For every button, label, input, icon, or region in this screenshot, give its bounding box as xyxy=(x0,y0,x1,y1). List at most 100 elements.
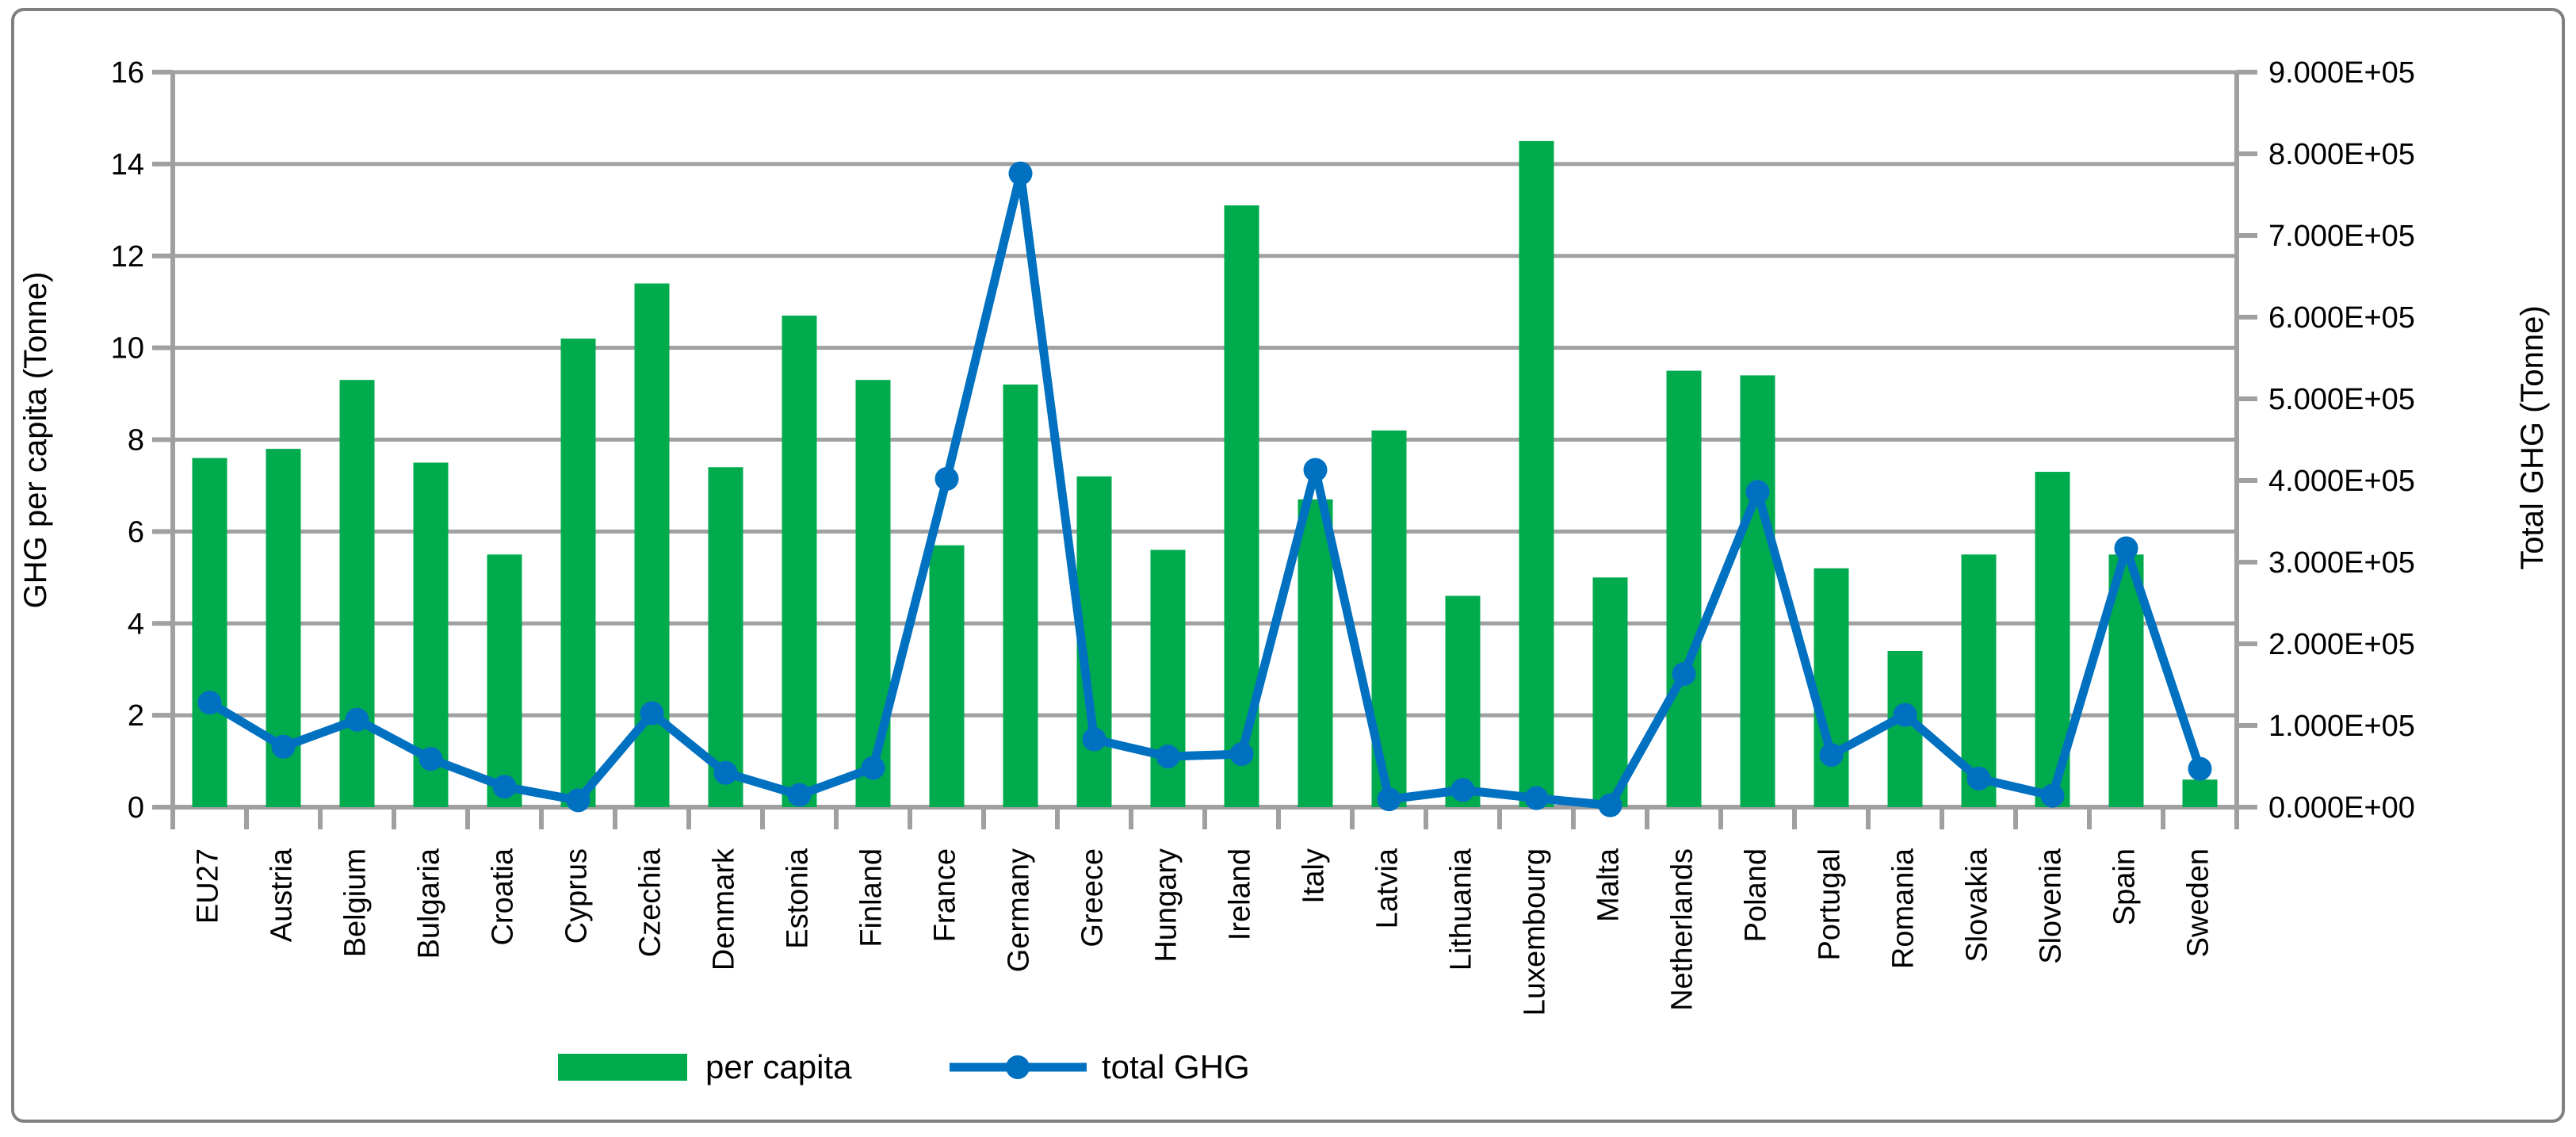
marker-Portugal xyxy=(1819,743,1844,768)
bar-Finland xyxy=(855,380,891,807)
bar-Netherlands xyxy=(1666,370,1702,807)
x-label-Poland: Poland xyxy=(1740,848,1773,942)
bar-Croatia xyxy=(487,554,522,807)
marker-Poland xyxy=(1745,480,1770,504)
marker-Croatia xyxy=(492,775,517,799)
bar-Portugal xyxy=(1814,568,1849,807)
x-label-Ireland: Ireland xyxy=(1224,848,1257,940)
bar-Italy xyxy=(1298,499,1333,807)
x-label-Luxembourg: Luxembourg xyxy=(1519,848,1552,1016)
right-axis-tick-label: 9.000E+05 xyxy=(2268,56,2415,90)
right-axis-tick-label: 3.000E+05 xyxy=(2268,546,2415,580)
plot-area: 0 2 4 6 8 10 12 14 16 0.000E+00 1.000E+05 2.000E+05… xyxy=(111,56,2415,1016)
marker-Latvia xyxy=(1377,787,1401,812)
x-label-Latvia: Latvia xyxy=(1371,848,1405,928)
marker-Greece xyxy=(1082,727,1106,752)
marker-Czechia xyxy=(640,701,664,725)
right-axis-tick-label: 7.000E+05 xyxy=(2268,220,2415,253)
bar-Belgium xyxy=(339,380,375,807)
marker-Malta xyxy=(1598,793,1622,817)
x-label-Lithuania: Lithuania xyxy=(1445,848,1478,970)
legend-label-per-capita: per capita xyxy=(705,1048,852,1085)
bar-Denmark xyxy=(708,467,743,807)
right-axis-tick-label: 6.000E+05 xyxy=(2268,301,2415,335)
marker-Finland xyxy=(861,756,885,780)
x-label-Romania: Romania xyxy=(1887,848,1921,969)
legend-label-total-ghg: total GHG xyxy=(1102,1048,1250,1085)
marker-Cyprus xyxy=(566,788,590,813)
bar-Germany xyxy=(1003,384,1038,808)
bar-Sweden xyxy=(2182,779,2218,807)
right-axis-tick-label: 4.000E+05 xyxy=(2268,465,2415,498)
marker-Estonia xyxy=(787,783,812,807)
x-label-Hungary: Hungary xyxy=(1150,848,1183,963)
marker-Germany xyxy=(1008,161,1033,186)
marker-Spain xyxy=(2114,536,2138,561)
marker-Austria xyxy=(271,734,296,759)
x-label-Netherlands: Netherlands xyxy=(1666,848,1699,1011)
right-axis-tick-label: 0.000E+00 xyxy=(2268,791,2415,825)
right-axis-title: Total GHG (Tonne) xyxy=(2515,305,2550,569)
left-axis-tick-label: 6 xyxy=(128,515,144,549)
x-label-Finland: Finland xyxy=(855,848,889,948)
marker-Luxembourg xyxy=(1524,786,1549,810)
left-axis-tick-label: 8 xyxy=(128,424,144,457)
left-axis-tick-label: 2 xyxy=(128,699,144,733)
right-axis-tick-label: 1.000E+05 xyxy=(2268,710,2415,743)
figure-border xyxy=(11,8,2565,1123)
x-label-Sweden: Sweden xyxy=(2182,848,2215,957)
marker-Ireland xyxy=(1229,742,1254,767)
bar-Luxembourg xyxy=(1519,140,1554,807)
left-axis-tick-label: 4 xyxy=(128,607,144,641)
marker-Hungary xyxy=(1156,745,1180,769)
x-label-Italy: Italy xyxy=(1298,848,1331,904)
marker-Netherlands xyxy=(1672,662,1696,687)
marker-Slovakia xyxy=(1966,766,1991,791)
total-ghg-line xyxy=(207,169,2204,810)
x-label-EU27: EU27 xyxy=(192,848,225,924)
left-axis-tick-label: 10 xyxy=(111,332,144,366)
x-label-Bulgaria: Bulgaria xyxy=(413,848,446,959)
bar-Malta xyxy=(1592,577,1628,807)
marker-Denmark xyxy=(713,760,738,785)
x-label-Portugal: Portugal xyxy=(1814,848,1847,961)
right-axis-tick-label: 8.000E+05 xyxy=(2268,138,2415,171)
marker-EU27 xyxy=(197,691,222,715)
marker-Romania xyxy=(1893,702,1917,727)
x-label-Austria: Austria xyxy=(266,848,299,942)
left-axis-tick-label: 12 xyxy=(111,240,144,274)
x-label-France: France xyxy=(929,848,962,942)
legend-swatch-per-capita xyxy=(558,1054,687,1081)
right-axis-tick-label: 5.000E+05 xyxy=(2268,383,2415,416)
right-axis-tick-label: 2.000E+05 xyxy=(2268,628,2415,661)
marker-Italy xyxy=(1303,457,1328,482)
bar-Cyprus xyxy=(560,339,596,808)
marker-France xyxy=(934,466,959,491)
x-label-Slovenia: Slovenia xyxy=(2035,848,2068,964)
legend-marker-icon xyxy=(1006,1055,1030,1079)
legend: per capita total GHG xyxy=(558,1048,1250,1085)
bar-France xyxy=(929,545,965,807)
left-axis-tick-label: 16 xyxy=(111,56,144,90)
left-axis-tick-label: 0 xyxy=(128,791,144,825)
x-label-Slovakia: Slovakia xyxy=(1961,848,1994,962)
x-label-Germany: Germany xyxy=(1003,848,1036,972)
x-label-Spain: Spain xyxy=(2108,848,2142,925)
x-label-Greece: Greece xyxy=(1076,848,1110,948)
x-label-Denmark: Denmark xyxy=(708,848,741,970)
x-label-Belgium: Belgium xyxy=(339,848,373,957)
marker-Bulgaria xyxy=(419,747,443,771)
x-label-Croatia: Croatia xyxy=(487,848,520,945)
bar-Poland xyxy=(1740,375,1775,807)
marker-Sweden xyxy=(2188,756,2212,781)
bar-Hungary xyxy=(1150,549,1186,807)
bar-Estonia xyxy=(782,316,817,808)
x-label-Estonia: Estonia xyxy=(782,848,815,949)
marker-Slovenia xyxy=(2040,783,2065,808)
bar-Lithuania xyxy=(1445,595,1481,807)
left-axis-title: GHG per capita (Tonne) xyxy=(18,272,53,609)
x-label-Cyprus: Cyprus xyxy=(560,848,594,944)
bar-EU27 xyxy=(192,457,227,807)
